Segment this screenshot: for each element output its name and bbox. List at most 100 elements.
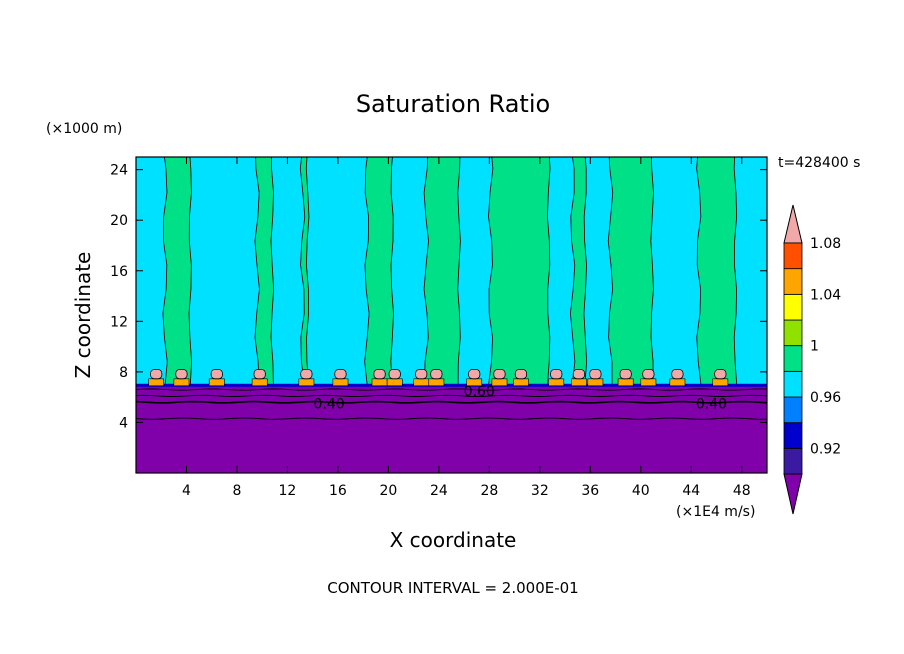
cap-pink: [253, 368, 266, 380]
colorbar-arrow-low: [783, 473, 803, 515]
cap-orange: [428, 378, 445, 387]
x-tick-label: 28: [480, 483, 498, 499]
cap-orange: [332, 378, 349, 387]
colorbar-label: 0.92: [810, 441, 841, 457]
x-tick-label: 4: [182, 483, 191, 499]
moist-column: [364, 157, 394, 387]
colorbar-label: 1: [810, 339, 819, 355]
colorbar-label: 1.04: [810, 287, 841, 303]
cap-orange: [513, 378, 529, 387]
moist-column: [299, 157, 310, 387]
contour-label: 0.40: [314, 396, 345, 412]
colorbar-segment: [783, 422, 803, 449]
x-unit-label: (×1E4 m/s): [676, 504, 755, 520]
cap-pink: [642, 368, 655, 380]
cap-pink: [388, 368, 401, 380]
cap-pink: [415, 368, 428, 380]
x-tick-label: 32: [531, 483, 549, 499]
cap-pink: [572, 368, 586, 380]
cap-pink: [373, 368, 386, 380]
colorbar-segment: [783, 293, 803, 321]
plot-area: 0.40 0.60 0.40: [136, 157, 767, 473]
cap-pink: [175, 368, 188, 380]
moist-column: [487, 157, 551, 387]
colorbar-segment: [783, 319, 803, 347]
moist-column: [423, 157, 461, 387]
cap-orange: [371, 378, 388, 387]
contour-line: [136, 394, 767, 397]
cap-orange: [386, 378, 403, 387]
cap-pink: [493, 368, 506, 380]
colorbar-segment: [783, 242, 803, 270]
colorbar-legend: 1.08 1.04 1 0.96 0.92: [783, 204, 841, 515]
colorbar-label: 0.96: [810, 390, 841, 406]
contour-label: 0.40: [696, 396, 727, 412]
moist-column: [696, 157, 738, 387]
cap-pink: [619, 368, 632, 380]
cap-orange: [548, 378, 565, 387]
contour-line: [136, 400, 767, 404]
y-tick-label: 12: [110, 314, 128, 330]
cap-orange: [640, 378, 657, 387]
contour-interval-footer: CONTOUR INTERVAL = 2.000E-01: [327, 579, 578, 597]
y-tick-label: 24: [110, 163, 128, 179]
dry-layer-edge: [136, 383, 767, 387]
cap-orange: [466, 378, 483, 387]
colorbar-segment: [783, 268, 803, 295]
cap-orange: [173, 378, 190, 387]
cap-orange: [617, 378, 634, 387]
colorbar-segment: [783, 370, 803, 398]
y-tick-label: 4: [119, 415, 128, 431]
colorbar-segment: [783, 447, 803, 475]
x-tick-label: 40: [632, 483, 650, 499]
cap-pink: [430, 368, 443, 380]
cap-orange: [298, 378, 315, 387]
moist-column: [162, 157, 193, 387]
x-axis: 4 8 12 16 20 24 28 32 36 40 44 48: [182, 157, 751, 499]
y-tick-label: 20: [110, 213, 128, 229]
x-tick-label: 8: [232, 483, 241, 499]
colorbar-label: 1.08: [810, 236, 841, 252]
x-tick-label: 24: [430, 483, 448, 499]
cap-pink: [300, 368, 313, 380]
x-axis-title: X coordinate: [390, 528, 517, 552]
cap-orange: [491, 378, 508, 387]
y-tick-label: 16: [110, 264, 128, 280]
cap-orange: [669, 378, 686, 387]
colorbar-arrow-high: [783, 204, 803, 244]
plot-frame: [135, 156, 768, 474]
cap-pink: [210, 368, 223, 380]
colorbar-segment: [783, 396, 803, 424]
x-tick-label: 48: [733, 483, 751, 499]
y-axis-title: Z coordinate: [71, 252, 95, 379]
x-tick-label: 44: [682, 483, 700, 499]
cap-orange: [251, 378, 268, 387]
cap-orange: [208, 378, 225, 387]
y-axis: 4 8 12 16 20 24: [110, 163, 767, 431]
x-tick-label: 16: [329, 483, 347, 499]
cap-pink: [671, 368, 684, 380]
cap-orange: [148, 378, 165, 387]
x-tick-label: 12: [279, 483, 297, 499]
z-unit-label: (×1000 m): [46, 121, 122, 137]
cap-orange: [571, 378, 587, 387]
x-tick-label: 36: [581, 483, 599, 499]
cap-pink: [150, 368, 163, 380]
contour-line: [136, 388, 767, 391]
chart-title: Saturation Ratio: [356, 90, 550, 118]
time-label: t=428400 s: [778, 155, 860, 171]
cap-orange: [587, 378, 604, 387]
cap-pink: [468, 368, 481, 380]
cap-pink: [334, 368, 347, 380]
moist-column: [254, 157, 275, 387]
moist-column: [569, 157, 588, 387]
y-tick-label: 8: [119, 365, 128, 381]
colorbar-segment: [783, 345, 803, 372]
cap-pink: [714, 368, 727, 380]
x-tick-label: 20: [379, 483, 397, 499]
cap-orange: [413, 378, 430, 387]
cap-orange: [712, 378, 729, 387]
contour-label: 0.60: [464, 384, 495, 400]
cap-pink: [550, 368, 563, 380]
